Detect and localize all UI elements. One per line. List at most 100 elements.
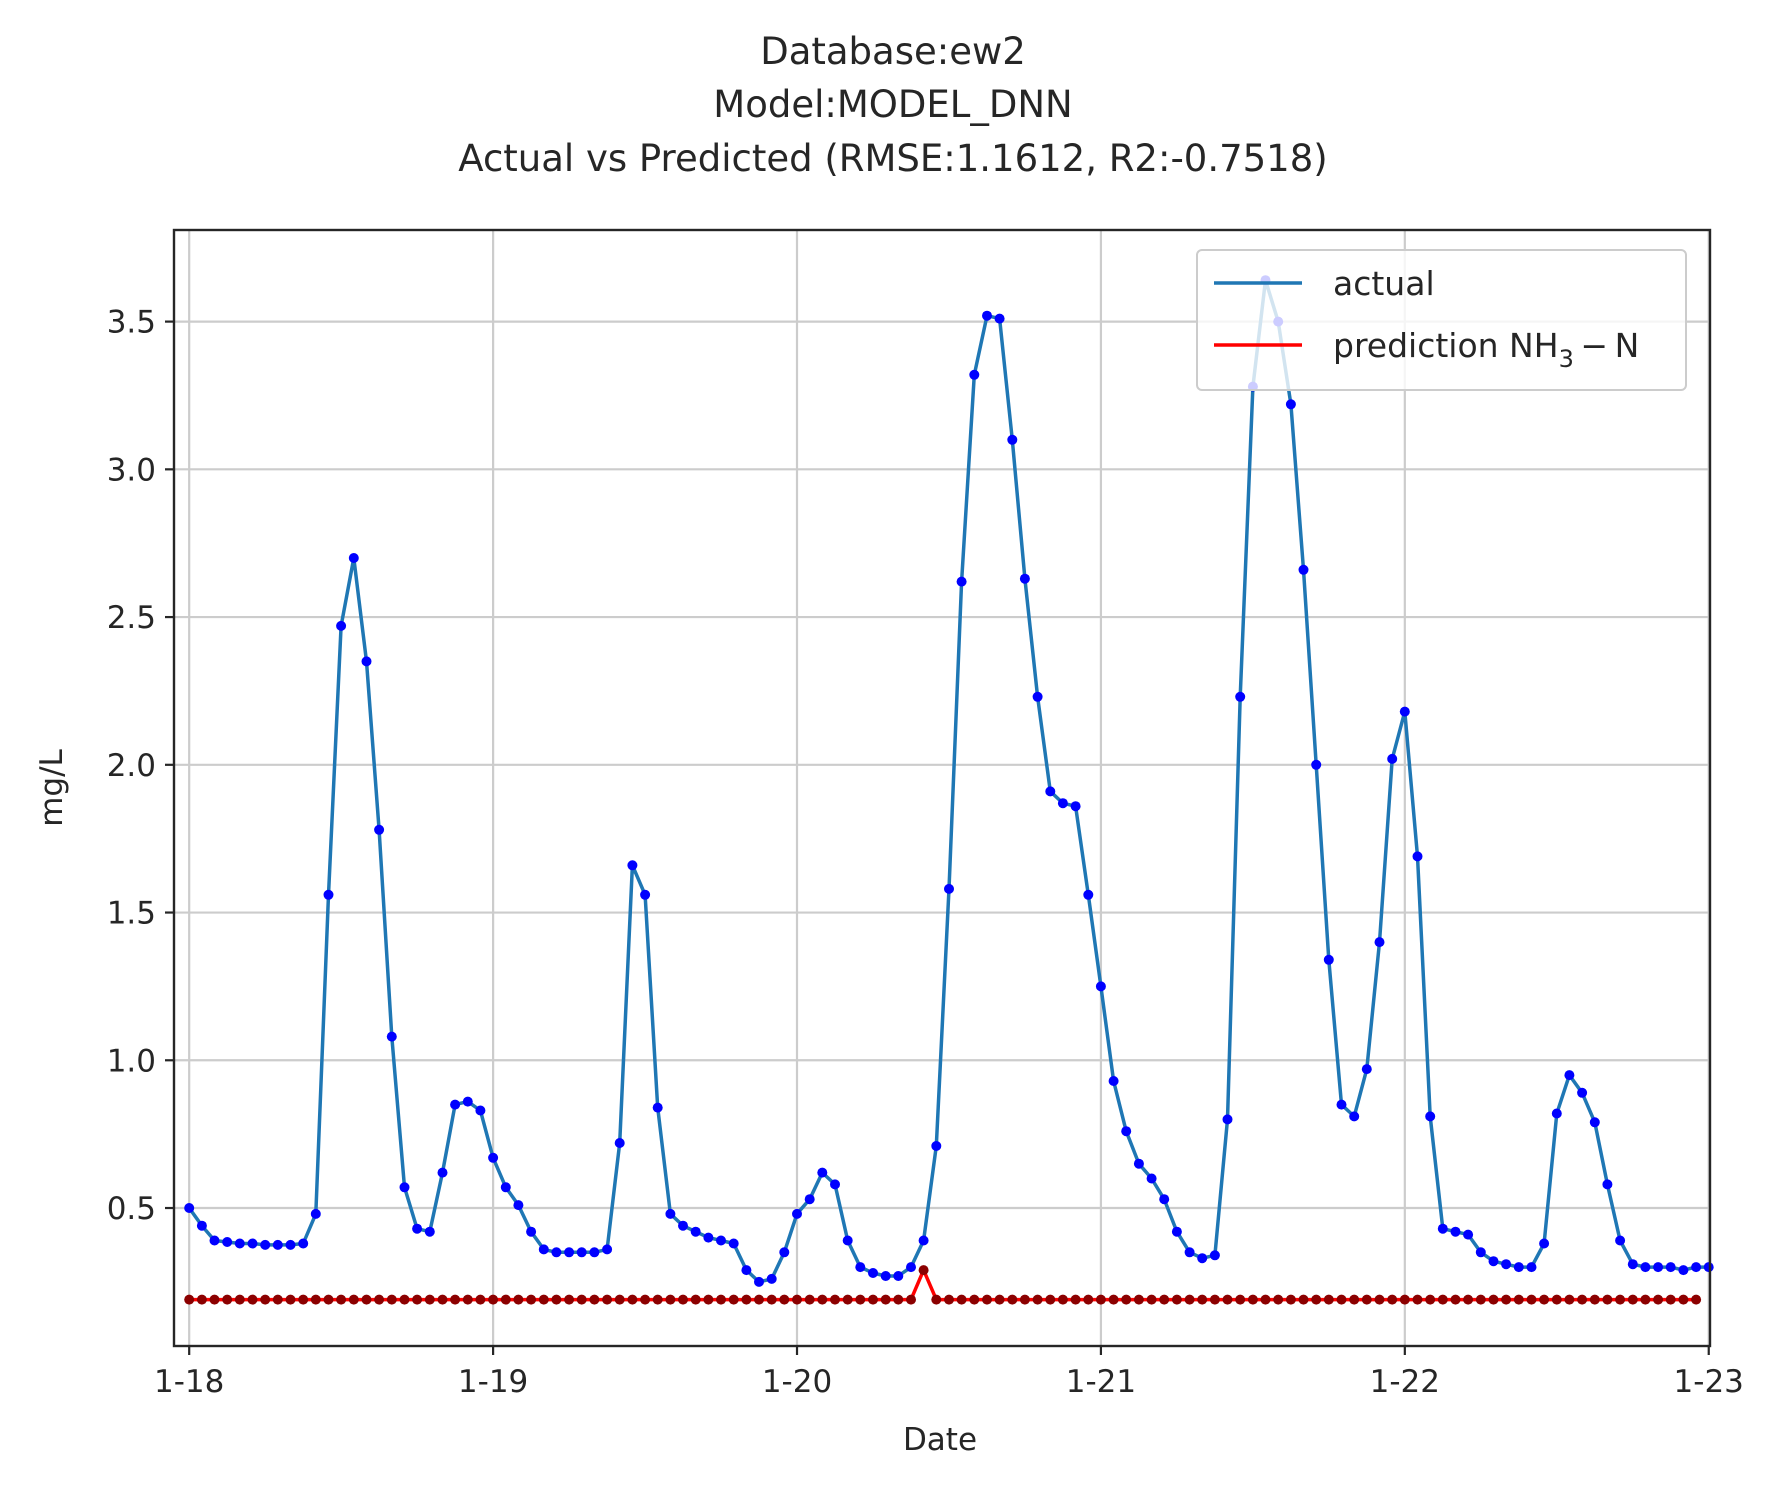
data-point-prediction-nh3-n <box>1159 1294 1170 1305</box>
data-point-actual <box>1070 801 1081 812</box>
data-point-prediction-nh3-n <box>526 1294 537 1305</box>
data-point-prediction-nh3-n <box>1691 1294 1702 1305</box>
data-point-prediction-nh3-n <box>437 1294 448 1305</box>
data-point-prediction-nh3-n <box>1539 1294 1550 1305</box>
data-point-prediction-nh3-n <box>678 1294 688 1305</box>
data-point-prediction-nh3-n <box>1032 1294 1043 1305</box>
data-point-actual <box>1577 1087 1588 1098</box>
data-point-actual <box>323 889 334 900</box>
data-point-actual <box>196 1220 207 1231</box>
data-point-prediction-nh3-n <box>1665 1294 1676 1305</box>
data-point-prediction-nh3-n <box>1349 1294 1360 1305</box>
title-line-database: Database:ew2 <box>760 30 1026 73</box>
data-point-prediction-nh3-n <box>1627 1294 1638 1305</box>
data-point-actual <box>1285 399 1296 410</box>
data-point-prediction-nh3-n <box>348 1294 359 1305</box>
data-point-actual <box>424 1226 435 1237</box>
data-point-actual <box>564 1247 575 1258</box>
data-point-actual <box>1057 798 1068 809</box>
data-point-prediction-nh3-n <box>1653 1294 1664 1305</box>
data-point-prediction-nh3-n <box>602 1294 613 1305</box>
data-point-prediction-nh3-n <box>1450 1294 1461 1305</box>
data-point-prediction-nh3-n <box>728 1294 739 1305</box>
y-tick-label: 2.0 <box>107 748 156 784</box>
data-point-prediction-nh3-n <box>298 1294 309 1305</box>
data-point-actual <box>652 1102 663 1113</box>
data-point-actual <box>399 1182 410 1193</box>
x-tick-label: 1-22 <box>1370 1364 1440 1400</box>
data-point-prediction-nh3-n <box>994 1294 1005 1305</box>
data-point-actual <box>1627 1259 1638 1270</box>
data-point-actual <box>640 889 651 900</box>
data-point-prediction-nh3-n <box>652 1294 663 1305</box>
data-point-actual <box>969 369 980 380</box>
x-tick-label: 1-19 <box>458 1364 528 1400</box>
data-point-prediction-nh3-n <box>779 1294 790 1305</box>
data-point-prediction-nh3-n <box>1513 1294 1524 1305</box>
data-point-actual <box>475 1105 486 1116</box>
data-point-prediction-nh3-n <box>538 1294 549 1305</box>
data-point-prediction-nh3-n <box>1197 1294 1208 1305</box>
data-point-actual <box>1146 1173 1157 1184</box>
data-point-prediction-nh3-n <box>690 1294 701 1305</box>
y-tick-label: 2.5 <box>107 600 156 636</box>
x-tick-label: 1-21 <box>1066 1364 1136 1400</box>
x-axis-label: Date <box>903 1422 977 1458</box>
data-point-actual <box>1589 1117 1600 1128</box>
data-point-prediction-nh3-n <box>222 1294 233 1305</box>
y-tick-label: 0.5 <box>107 1191 156 1227</box>
data-point-actual <box>1678 1265 1689 1276</box>
data-point-actual <box>627 860 638 871</box>
data-point-prediction-nh3-n <box>1209 1294 1220 1305</box>
data-point-prediction-nh3-n <box>1095 1294 1106 1305</box>
data-point-prediction-nh3-n <box>906 1294 916 1305</box>
data-point-prediction-nh3-n <box>868 1294 878 1305</box>
data-point-prediction-nh3-n <box>1184 1294 1195 1305</box>
data-point-prediction-nh3-n <box>1146 1294 1157 1305</box>
data-point-actual <box>272 1239 283 1250</box>
data-point-prediction-nh3-n <box>1463 1294 1474 1305</box>
data-point-prediction-nh3-n <box>424 1294 435 1305</box>
data-point-prediction-nh3-n <box>386 1294 397 1305</box>
data-point-actual <box>1019 573 1030 584</box>
data-point-prediction-nh3-n <box>640 1294 651 1305</box>
x-tick-label: 1-23 <box>1674 1364 1744 1400</box>
data-point-actual <box>1412 851 1423 862</box>
data-point-actual <box>1615 1235 1626 1246</box>
data-point-prediction-nh3-n <box>703 1294 714 1305</box>
data-point-prediction-nh3-n <box>1235 1294 1246 1305</box>
data-point-prediction-nh3-n <box>247 1294 258 1305</box>
data-point-prediction-nh3-n <box>716 1294 726 1305</box>
data-point-prediction-nh3-n <box>272 1294 283 1305</box>
y-tick-label: 1.5 <box>107 896 156 932</box>
data-point-prediction-nh3-n <box>1083 1294 1094 1305</box>
legend-label-prediction-tail: − N <box>1574 326 1640 365</box>
data-point-prediction-nh3-n <box>969 1294 980 1305</box>
data-point-prediction-nh3-n <box>1488 1294 1499 1305</box>
data-point-prediction-nh3-n <box>1007 1294 1018 1305</box>
data-point-prediction-nh3-n <box>830 1294 840 1305</box>
title-line-model: Model:MODEL_DNN <box>713 83 1072 126</box>
data-point-prediction-nh3-n <box>1589 1294 1600 1305</box>
data-point-prediction-nh3-n <box>1108 1294 1119 1305</box>
data-point-prediction-nh3-n <box>944 1294 954 1305</box>
data-point-prediction-nh3-n <box>450 1294 461 1305</box>
data-point-actual <box>678 1220 688 1231</box>
data-point-actual <box>1488 1256 1499 1267</box>
data-point-actual <box>1425 1111 1436 1122</box>
data-point-actual <box>450 1099 461 1110</box>
data-point-prediction-nh3-n <box>462 1294 473 1305</box>
data-point-prediction-nh3-n <box>1336 1294 1347 1305</box>
data-point-actual <box>1336 1099 1347 1110</box>
series-actual <box>184 275 1714 1287</box>
data-point-actual <box>893 1271 904 1281</box>
data-point-prediction-nh3-n <box>1501 1294 1512 1305</box>
data-point-actual <box>589 1247 600 1258</box>
data-point-prediction-nh3-n <box>880 1294 891 1305</box>
legend: actual prediction NH3 − N <box>1196 249 1687 391</box>
data-point-actual <box>538 1244 549 1255</box>
data-point-actual <box>1691 1262 1702 1273</box>
data-point-actual <box>1665 1262 1676 1273</box>
data-point-prediction-nh3-n <box>1045 1294 1056 1305</box>
data-point-actual <box>842 1235 853 1246</box>
